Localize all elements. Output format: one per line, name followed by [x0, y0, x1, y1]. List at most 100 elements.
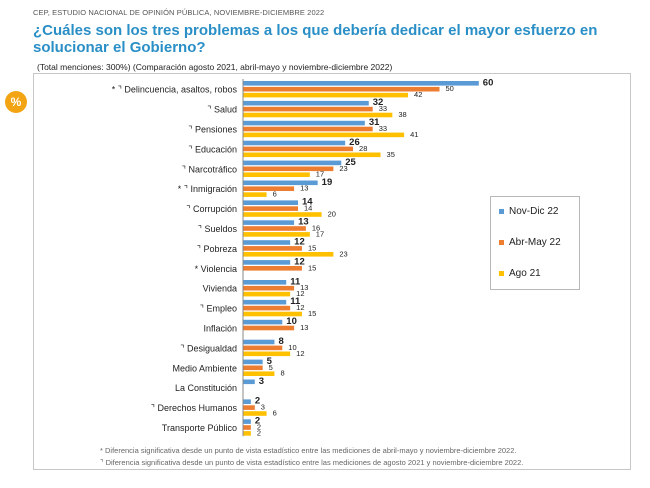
data-label: 11 — [290, 296, 301, 307]
legend-swatch-nov-dic — [499, 209, 504, 214]
chart-title: ¿Cuáles son los tres problemas a los que… — [33, 22, 598, 56]
legend-swatch-ago — [499, 271, 504, 276]
data-label: 12 — [294, 256, 305, 267]
data-label: 2 — [257, 428, 261, 437]
data-label: 10 — [286, 316, 297, 327]
data-label: 5 — [267, 356, 273, 367]
data-label: 8 — [278, 336, 283, 347]
bar-2 — [243, 311, 302, 317]
data-label: 41 — [410, 130, 418, 139]
bar-0 — [243, 319, 283, 325]
bar-0 — [243, 220, 295, 225]
footnote-abr-may: * Diferencia significativa desde un punt… — [100, 446, 517, 455]
bar-2 — [243, 232, 310, 237]
bar-1 — [243, 146, 354, 152]
category-label: ⌝ Sueldos — [198, 224, 238, 234]
data-label: 3 — [261, 403, 265, 412]
category-label: * Violencia — [195, 264, 237, 274]
legend-item-ago: Ago 21 — [499, 268, 541, 279]
bar-0 — [243, 379, 255, 385]
chart-subtitle: (Total menciones: 300%) (Comparación ago… — [37, 62, 393, 72]
bar-1 — [243, 246, 302, 251]
bar-0 — [243, 299, 287, 305]
data-label: 60 — [483, 77, 494, 88]
data-label: 38 — [398, 110, 406, 119]
bar-1 — [243, 106, 373, 112]
category-label: ⌝ Educación — [188, 144, 237, 154]
bar-0 — [243, 280, 287, 285]
bar-1 — [243, 206, 299, 211]
legend-swatch-abr-may — [499, 240, 504, 245]
category-label: ⌝ Narcotráfico — [182, 164, 237, 174]
data-label: 17 — [316, 229, 324, 238]
bar-1 — [243, 325, 295, 331]
source-line: CEP, ESTUDIO NACIONAL DE OPINIÓN PÚBLICA… — [33, 8, 325, 17]
data-label: 13 — [300, 283, 308, 292]
data-label: 6 — [273, 190, 277, 199]
bar-1 — [243, 285, 295, 291]
data-label: 12 — [294, 237, 305, 248]
category-label: ⌝ Salud — [207, 105, 237, 115]
bar-1 — [243, 126, 373, 132]
data-label: 14 — [302, 197, 313, 208]
bar-1 — [243, 405, 255, 410]
bar-2 — [243, 291, 291, 297]
bar-2 — [243, 351, 291, 357]
bar-1 — [243, 226, 306, 231]
data-label: 35 — [387, 150, 395, 159]
bar-2 — [243, 192, 267, 197]
bar-0 — [243, 120, 365, 126]
legend-label-nov-dic: Nov-Dic 22 — [509, 206, 559, 217]
bar-0 — [243, 100, 369, 106]
bar-0 — [243, 140, 346, 146]
bar-0 — [243, 419, 251, 424]
bar-2 — [243, 431, 251, 436]
data-label: 10 — [288, 343, 296, 352]
legend-label-ago: Ago 21 — [509, 268, 541, 279]
data-label: 17 — [316, 170, 324, 179]
category-label: * ⌝ Delincuencia, asaltos, robos — [112, 85, 238, 95]
bar-2 — [243, 411, 267, 416]
data-label: 50 — [446, 84, 454, 93]
data-label: 12 — [296, 303, 304, 312]
data-label: 2 — [255, 416, 260, 427]
bar-1 — [243, 425, 251, 430]
legend-item-nov-dic: Nov-Dic 22 — [499, 206, 558, 217]
data-label: 23 — [339, 249, 347, 258]
data-label: 16 — [312, 224, 320, 233]
data-label: 11 — [290, 276, 301, 287]
category-label: Vivienda — [203, 284, 237, 294]
bar-0 — [243, 180, 318, 186]
data-label: 15 — [308, 309, 316, 318]
data-label: 15 — [308, 243, 316, 252]
data-label: 19 — [322, 177, 333, 188]
data-label: 13 — [298, 217, 309, 228]
category-label: Medio Ambiente — [172, 363, 237, 373]
data-label: 32 — [373, 97, 384, 108]
bar-1 — [243, 86, 440, 92]
data-label: 42 — [414, 90, 422, 99]
chart-frame — [33, 73, 631, 470]
legend: Nov-Dic 22 Abr-May 22 Ago 21 — [490, 196, 580, 290]
bar-1 — [243, 186, 295, 191]
category-label: * ⌝ Inmigración — [178, 184, 237, 194]
legend-label-abr-may: Abr-May 22 — [509, 237, 561, 248]
data-label: 33 — [379, 124, 387, 133]
bar-1 — [243, 166, 334, 172]
data-label: 23 — [339, 164, 347, 173]
data-label: 12 — [296, 349, 304, 358]
bar-0 — [243, 339, 275, 345]
data-label: 6 — [273, 409, 277, 418]
bar-2 — [243, 371, 275, 376]
category-label: ⌝ Corrupción — [186, 204, 237, 214]
data-label: 31 — [369, 117, 380, 128]
bar-0 — [243, 81, 479, 86]
data-label: 15 — [308, 263, 316, 272]
category-label: Inflación — [203, 324, 237, 334]
category-label: ⌝ Desigualdad — [180, 343, 237, 353]
bar-2 — [243, 252, 334, 257]
data-label: 2 — [257, 423, 261, 432]
data-label: 25 — [345, 157, 356, 168]
data-label: 33 — [379, 104, 387, 113]
